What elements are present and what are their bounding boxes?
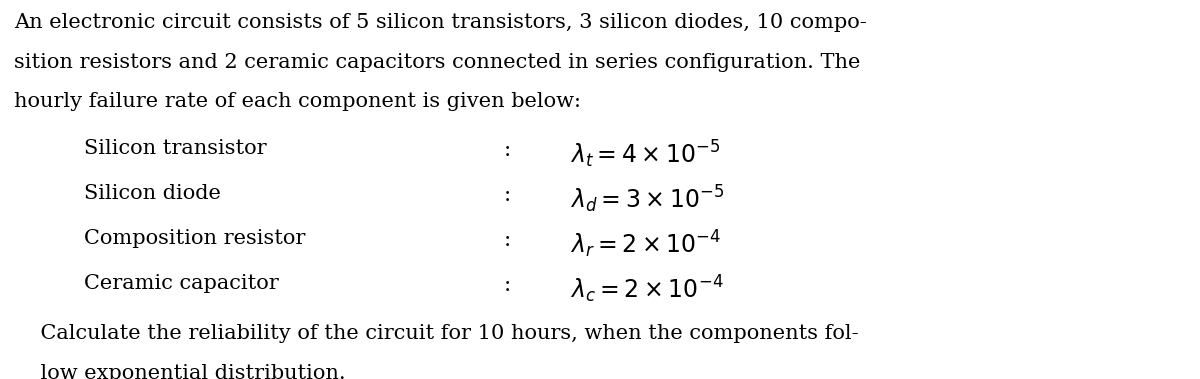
Text: An electronic circuit consists of 5 silicon transistors, 3 silicon diodes, 10 co: An electronic circuit consists of 5 sili… xyxy=(14,13,868,32)
Text: :: : xyxy=(504,139,511,161)
Text: $\lambda_{d} = 3 \times 10^{-5}$: $\lambda_{d} = 3 \times 10^{-5}$ xyxy=(570,184,725,215)
Text: Calculate the reliability of the circuit for 10 hours, when the components fol-: Calculate the reliability of the circuit… xyxy=(14,324,859,343)
Text: :: : xyxy=(504,274,511,296)
Text: sition resistors and 2 ceramic capacitors connected in series configuration. The: sition resistors and 2 ceramic capacitor… xyxy=(14,53,860,72)
Text: Silicon transistor: Silicon transistor xyxy=(84,139,266,158)
Text: Ceramic capacitor: Ceramic capacitor xyxy=(84,274,278,293)
Text: :: : xyxy=(504,184,511,206)
Text: hourly failure rate of each component is given below:: hourly failure rate of each component is… xyxy=(14,92,581,111)
Text: $\lambda_{r} = 2 \times 10^{-4}$: $\lambda_{r} = 2 \times 10^{-4}$ xyxy=(570,229,721,260)
Text: Silicon diode: Silicon diode xyxy=(84,184,221,203)
Text: $\lambda_{c} = 2 \times 10^{-4}$: $\lambda_{c} = 2 \times 10^{-4}$ xyxy=(570,274,724,305)
Text: :: : xyxy=(504,229,511,251)
Text: $\lambda_{t} = 4 \times 10^{-5}$: $\lambda_{t} = 4 \times 10^{-5}$ xyxy=(570,139,720,170)
Text: Composition resistor: Composition resistor xyxy=(84,229,305,248)
Text: low exponential distribution.: low exponential distribution. xyxy=(14,364,346,379)
